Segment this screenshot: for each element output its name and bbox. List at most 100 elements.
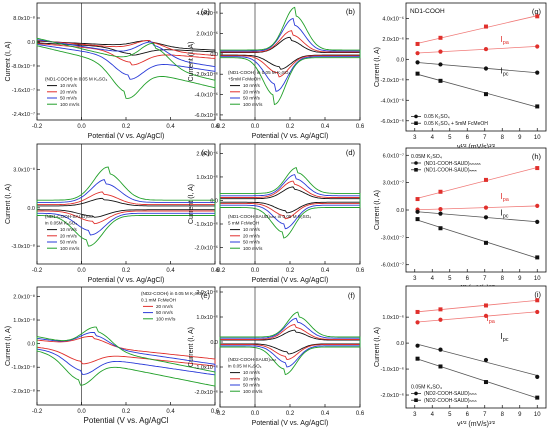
panel-label: (c) <box>201 148 210 157</box>
legend-title: in 0.05 M K₂SO₄ <box>228 364 262 369</box>
data-point-square <box>415 197 420 202</box>
x-tick-label: 0.6 <box>211 409 220 415</box>
data-point-circle <box>438 49 443 54</box>
y-tick-label: 3.0x10⁻⁸ <box>13 167 35 174</box>
fit-line-ipa-K2SO4 <box>417 311 538 323</box>
legend-title: 0.1 mM FcMeOH <box>141 298 176 303</box>
cv-curve-50mvs <box>36 39 216 80</box>
y-axis-label: Current (I, A) <box>188 41 195 81</box>
data-point-square <box>438 35 443 40</box>
legend-title: +5mM FcMeOH <box>228 77 261 82</box>
panel-e: -0.2 0.0 0.2 0.4 0.6 2.0x10⁻⁸ 1.0x10⁻⁸ 0.0 -1.0x… <box>5 286 220 425</box>
data-point-square <box>483 303 488 308</box>
legend-title: (ND1-COOH-SAUD)ₙₘₙ in 0.05 M K₂SO₄ <box>228 214 311 219</box>
x-tick-label: 10 <box>534 135 541 141</box>
x-tick-label: 0.2 <box>286 411 295 417</box>
y-tick-label: -2.0x10⁻⁶ <box>194 71 218 78</box>
y-tick-label: -1.0x10⁻⁶ <box>194 221 218 228</box>
panel-label: (f) <box>348 291 356 300</box>
cv-curve-100mvs <box>36 37 216 99</box>
legend-title: (ND2-COOH) in 0.05 M K₂SO₄ <box>141 291 203 296</box>
x-tick-label: 7 <box>483 412 487 418</box>
x-axis-label: Potential (V vs. Ag/AgCl) <box>88 277 165 284</box>
y-tick-label: 2.0x10⁻⁶ <box>196 31 218 38</box>
x-axis-label: v¹′² (mV/s)¹′² <box>457 144 496 151</box>
cv-curve-100mvs <box>219 311 361 376</box>
y-tick-label: -3.0x10⁻⁸ <box>11 243 35 250</box>
x-tick-label: 6 <box>466 135 470 141</box>
plot-frame <box>405 147 547 273</box>
annotation-pc: Ipc <box>501 208 509 219</box>
fit-line-ipc-K2SO4 <box>417 343 538 376</box>
data-point-circle <box>535 203 540 208</box>
x-tick-label: 3 <box>413 135 417 141</box>
x-tick-label: 6 <box>466 276 470 282</box>
x-tick-label: 0.4 <box>166 409 175 415</box>
legend: (ND1-COOH) in 0.05 M K₂SO₄ +5mM FcMeOH10 … <box>228 70 290 107</box>
y-tick-label: 2.0x10⁻⁶ <box>196 150 218 157</box>
data-point-square <box>438 364 443 369</box>
fit-line-ipc-K2SO4 <box>417 62 538 74</box>
x-tick-label: 8 <box>501 135 505 141</box>
panel-i: 3 4 5 6 7 8 9 10 1.0x10⁻⁶ 0.0 -1.0x10⁻⁶ -2.0x10⁻⁶ v¹… <box>374 285 547 428</box>
fit-line-ipa-K2SO4 <box>417 205 538 211</box>
y-tick-label: 2.0x10⁻⁶ <box>196 289 218 296</box>
x-tick-label: 0.6 <box>356 411 365 417</box>
x-tick-label: 4 <box>431 412 435 418</box>
y-axis-label: Current (I, A) <box>5 184 12 224</box>
x-tick-label: 9 <box>518 135 522 141</box>
x-tick-label: 0.0 <box>77 409 86 415</box>
legend-title: 0.05M K₂SO₄ <box>411 154 442 160</box>
annotation-subscript: pc <box>503 72 509 78</box>
legend-entry: 10 mV/s <box>60 227 78 232</box>
data-point-square <box>483 380 488 385</box>
fit-line-ipa-FcMeOH <box>417 167 538 199</box>
legend-entry: 20 mV/s <box>243 233 261 238</box>
annotation-subscript: pa <box>503 197 510 203</box>
y-tick-label: 0.0 <box>27 342 35 348</box>
legend-entry: 100 mV/s <box>243 246 263 251</box>
cv-curve-100mvs <box>219 6 361 106</box>
x-tick-label: 0.2 <box>286 124 295 130</box>
x-tick-label: 7 <box>483 135 487 141</box>
y-tick-label: 1.0x10⁻⁶ <box>196 314 218 321</box>
legend-entry: 50 mV/s <box>243 96 261 101</box>
y-tick-label: 0.0 <box>396 341 404 347</box>
data-point-square <box>415 217 420 222</box>
y-tick-label: 0.0 <box>210 52 218 58</box>
y-tick-label: 3.0x10⁻⁷ <box>383 180 404 187</box>
y-tick-label: 8.0x10⁻⁸ <box>13 15 35 22</box>
legend-title: (ND1-COOH-SAUD)ₙₘₙ <box>45 214 94 219</box>
data-point-square <box>438 78 443 83</box>
data-point-circle <box>483 313 489 318</box>
y-tick-label: 4.0x10⁻⁶ <box>196 10 218 17</box>
annotation-pa: Ipa <box>501 192 510 203</box>
y-tick-label: 1.0x10⁻⁶ <box>382 314 404 321</box>
y-axis-label: Current (I, A) <box>5 41 12 81</box>
y-tick-label: 1.0x10⁻⁸ <box>13 317 35 324</box>
data-point-square <box>415 309 420 314</box>
x-tick-label: 8 <box>501 412 505 418</box>
annotation-subscript: pc <box>503 337 509 343</box>
cv-curve-100mvs <box>36 166 216 247</box>
y-tick-label: -1.0x10⁻⁶ <box>194 364 218 371</box>
panel-label: (a) <box>201 7 211 16</box>
data-point-circle <box>438 317 443 322</box>
data-point-circle <box>483 205 489 210</box>
x-tick-label: 9 <box>518 412 522 418</box>
fit-line-ipc-FcMeOH <box>417 219 538 259</box>
legend-entry: 20 mV/s <box>156 304 174 309</box>
annotation-subscript: pa <box>503 40 510 46</box>
legend-entry: 10 mV/s <box>243 227 261 232</box>
data-point-square <box>438 189 443 194</box>
data-point-square <box>415 356 420 361</box>
x-tick-label: 7 <box>483 276 487 282</box>
legend-entry: 100 mV/s <box>243 102 263 107</box>
x-tick-label: 0.4 <box>321 268 330 274</box>
panel-label: (h) <box>532 152 542 161</box>
data-point-circle <box>483 46 489 52</box>
legend-marker-square <box>414 168 418 172</box>
legend-title: (ND1-COOH) in 0.05 M K₂SO₄ <box>45 77 107 82</box>
legend: 0.05M K₂SO₄(ND1-COOH-SAUD)ₙₘₙₕₕ(ND1-COOH… <box>411 154 481 174</box>
